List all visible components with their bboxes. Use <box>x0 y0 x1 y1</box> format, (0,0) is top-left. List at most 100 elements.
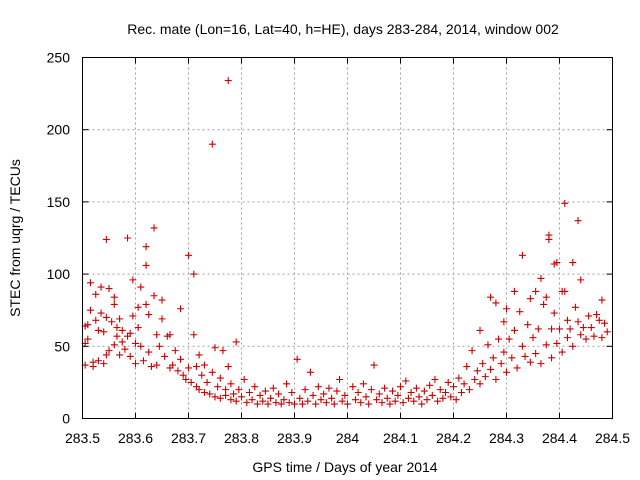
data-point <box>304 397 312 405</box>
data-point <box>587 324 595 332</box>
data-point <box>185 364 192 372</box>
data-point <box>574 318 582 326</box>
x-tick-label: 283.6 <box>118 430 153 446</box>
x-tick-labels: 283.5 283.6 283.7 283.8 283.9 284 284.1 284.2 28… <box>65 430 630 446</box>
data-point <box>200 361 208 369</box>
data-point <box>94 326 102 334</box>
data-point <box>280 396 288 404</box>
data-point <box>261 387 269 395</box>
data-point <box>309 391 317 399</box>
data-point <box>537 274 545 282</box>
data-point <box>428 391 436 399</box>
data-point <box>161 352 169 360</box>
data-point <box>378 399 386 407</box>
data-point <box>97 309 105 317</box>
data-point <box>423 396 431 404</box>
data-point <box>333 387 341 395</box>
x-tick-label: 284.2 <box>436 430 471 446</box>
data-point <box>341 391 349 399</box>
data-point <box>235 386 243 394</box>
data-point <box>373 396 381 404</box>
data-point <box>185 251 192 259</box>
data-point <box>553 339 561 347</box>
data-point <box>84 321 92 329</box>
data-point <box>187 378 195 386</box>
data-point <box>145 348 153 356</box>
data-point <box>582 335 590 343</box>
data-point <box>92 290 100 298</box>
data-point <box>513 364 521 372</box>
data-point <box>206 390 214 398</box>
data-point <box>351 396 359 404</box>
data-point <box>563 334 571 342</box>
data-point <box>415 393 423 401</box>
data-point <box>442 389 450 397</box>
data-point <box>97 283 105 291</box>
data-point <box>431 376 439 384</box>
data-point <box>147 363 155 371</box>
data-point <box>277 400 285 408</box>
data-point <box>444 378 452 386</box>
data-point <box>240 376 248 384</box>
data-point <box>556 325 563 333</box>
data-point <box>230 390 238 398</box>
data-point <box>590 332 598 340</box>
data-point <box>370 361 378 369</box>
data-point <box>200 389 208 397</box>
data-point <box>134 303 142 311</box>
data-point <box>465 386 473 394</box>
data-point <box>94 357 102 365</box>
data-point <box>301 386 309 394</box>
data-point <box>542 341 550 349</box>
data-point <box>179 371 187 379</box>
data-point <box>190 270 198 278</box>
axis-ticks <box>82 57 613 419</box>
data-point <box>216 394 224 402</box>
data-point <box>124 234 132 242</box>
data-point <box>561 199 569 207</box>
data-point <box>121 345 129 353</box>
x-axis-label: GPS time / Days of year 2014 <box>252 459 437 475</box>
data-point <box>190 331 198 339</box>
data-point <box>455 374 463 382</box>
data-point <box>542 293 550 301</box>
data-point <box>532 350 540 358</box>
data-point <box>256 391 264 399</box>
data-point <box>330 400 338 408</box>
data-point <box>192 363 200 371</box>
data-point <box>367 386 375 394</box>
data-point <box>569 342 577 350</box>
data-point <box>219 347 227 355</box>
data-point <box>338 397 346 405</box>
data-point <box>238 393 245 401</box>
data-point <box>407 389 415 397</box>
data-point <box>476 326 484 334</box>
data-point <box>267 394 275 402</box>
data-point <box>142 243 150 251</box>
data-point <box>389 387 397 395</box>
data-point <box>92 316 100 324</box>
data-point <box>142 261 150 269</box>
data-point <box>248 396 256 404</box>
data-point <box>471 376 479 384</box>
data-point <box>545 235 553 243</box>
data-point <box>526 295 534 303</box>
data-point <box>434 397 442 405</box>
data-point <box>537 360 545 368</box>
data-point <box>208 368 216 376</box>
x-tick-label: 283.9 <box>277 430 312 446</box>
data-point <box>177 305 185 313</box>
data-point <box>550 309 558 317</box>
data-point <box>436 386 444 394</box>
data-point <box>577 276 585 284</box>
data-point <box>505 335 513 343</box>
data-point <box>473 367 481 375</box>
data-point <box>150 224 158 232</box>
data-point <box>153 361 161 369</box>
data-point <box>100 360 108 368</box>
data-point <box>325 384 333 392</box>
data-point <box>150 292 158 300</box>
x-tick-label: 283.7 <box>171 430 206 446</box>
data-point <box>357 399 365 407</box>
